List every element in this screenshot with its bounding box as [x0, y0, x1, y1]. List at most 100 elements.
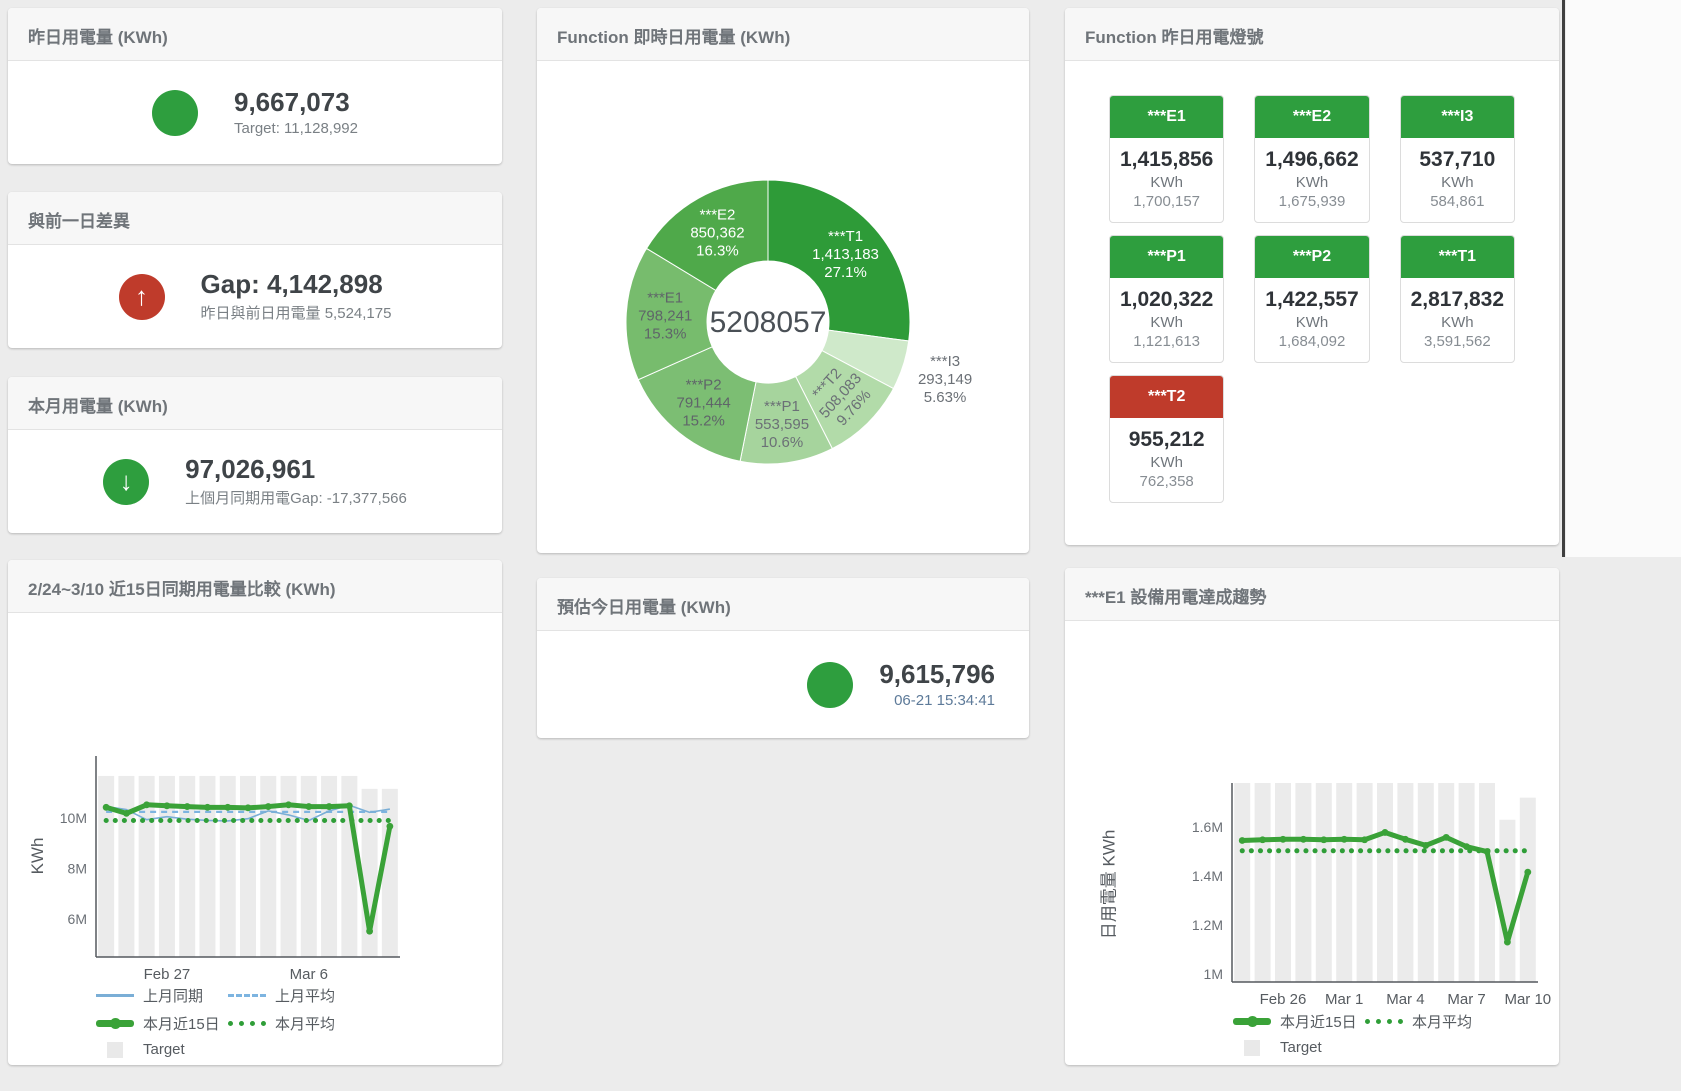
- legend-item-this-month-average[interactable]: 本月平均: [228, 1013, 360, 1034]
- target-bar: [1336, 783, 1353, 982]
- green-line-swatch-icon: [96, 1018, 134, 1029]
- realtime-usage-donut-chart[interactable]: ***T1 1,413,183 27.1% ***I3 293,149 5.63% ***T…: [537, 61, 1029, 553]
- realtime-donut-card: Function 即時日用電量 (KWh) ***T1 1,413,183 27.1…: [537, 8, 1029, 553]
- legend-item-last-month-same-period[interactable]: 上月同期: [96, 985, 228, 1006]
- series-point: [1238, 837, 1246, 844]
- light-tile-target: 584,861: [1430, 193, 1485, 210]
- arrow-up-icon: ↑: [135, 281, 149, 311]
- legend-label: Target: [1280, 1039, 1322, 1056]
- day-gap-title: 與前一日差異: [8, 192, 502, 245]
- series-point: [1300, 835, 1307, 843]
- light-tile-target: 762,358: [1139, 473, 1194, 490]
- donut-slice-label: ***E2 850,362 16.3%: [690, 206, 744, 259]
- y-tick-label: 1.4M: [1192, 868, 1223, 884]
- donut-slice-label: ***T2508,0839.76%: [803, 358, 879, 434]
- target-bar: [179, 775, 196, 957]
- legend-item-target[interactable]: Target: [96, 1041, 228, 1058]
- donut-slice-e2[interactable]: [645, 179, 769, 292]
- scrollbar-thumb[interactable]: [1562, 0, 1565, 557]
- legend-label: 本月平均: [275, 1016, 336, 1033]
- legend-item-this-month-average[interactable]: 本月平均: [1365, 1011, 1497, 1032]
- light-tile-target: 1,700,157: [1133, 193, 1201, 210]
- series-point: [1340, 835, 1348, 843]
- series-point: [224, 803, 232, 811]
- legend-item-target[interactable]: Target: [1233, 1039, 1365, 1056]
- target-bar: [118, 775, 135, 957]
- light-tile-unit: KWh: [1150, 174, 1183, 191]
- light-tile-value: 2,817,832: [1410, 288, 1505, 311]
- series-point: [1483, 848, 1491, 855]
- arrow-down-circle-icon: ↓: [103, 458, 150, 505]
- lights-card-title: Function 昨日用電燈號: [1065, 8, 1559, 61]
- light-tile-unit: KWh: [1441, 174, 1474, 191]
- target-bar: [1356, 783, 1373, 982]
- series-point: [123, 809, 130, 817]
- legend-item-this-month-15day[interactable]: 本月近15日: [1233, 1011, 1365, 1032]
- light-tile-value: 955,212: [1128, 428, 1205, 451]
- light-tile-p1: ***P1 1,020,322 KWh 1,121,613: [1109, 235, 1225, 363]
- target-bar: [1254, 783, 1271, 982]
- target-bar: [1315, 783, 1332, 982]
- y-tick-label: 8M: [68, 861, 87, 877]
- month-usage-title: 本月用電量 (KWh): [8, 377, 502, 430]
- yesterday-usage-value: 9,667,073: [234, 86, 350, 117]
- legend-label: Target: [143, 1041, 185, 1058]
- estimate-today-title: 預估今日用電量 (KWh): [537, 578, 1029, 631]
- donut-slice-p2[interactable]: [637, 346, 757, 462]
- e1-trend-chart-title: ***E1 設備用電達成趨勢: [1065, 568, 1559, 621]
- yesterday-usage-card: 昨日用電量 (KWh) 9,667,073 Target: 11,128,992: [8, 8, 502, 164]
- series-point: [1504, 938, 1511, 946]
- donut-slice-t1[interactable]: [767, 179, 911, 342]
- donut-slice-label: ***E1 798,241 15.3%: [638, 289, 692, 342]
- target-bar: [1234, 783, 1251, 982]
- legend-label: 上月平均: [275, 988, 336, 1005]
- realtime-donut-title: Function 即時日用電量 (KWh): [537, 8, 1029, 61]
- y-tick-label: 1.2M: [1192, 917, 1223, 933]
- e1-trend-chart[interactable]: 1M 1.2M 1.4M 1.6M Feb 26 Mar 1 Mar 4 Mar 7 Mar 1…: [1065, 621, 1559, 1011]
- series-point: [1463, 843, 1470, 851]
- target-bar: [381, 788, 398, 957]
- right-chart-legend: 本月近15日 本月平均 Target: [1233, 1011, 1497, 1063]
- legend-item-last-month-average[interactable]: 上月平均: [228, 985, 360, 1006]
- light-tile-e2: ***E2 1,496,662 KWh 1,675,939: [1254, 95, 1370, 223]
- right-chart-y-axis-label: 日用電量 KWh: [1099, 829, 1119, 940]
- target-bar: [1397, 783, 1414, 982]
- day-gap-value: Gap: 4,142,898: [200, 268, 383, 299]
- light-tile-unit: KWh: [1150, 314, 1183, 331]
- series-point: [204, 803, 211, 811]
- estimate-today-card: 預估今日用電量 (KWh) 9,615,796 06-21 15:34:41: [537, 578, 1029, 738]
- day-gap-stat: Gap: 4,142,898 昨日與前日用電量 5,524,175: [200, 268, 392, 324]
- light-tile-p2: ***P2 1,422,557 KWh 1,684,092: [1254, 235, 1370, 363]
- light-tile-status-header: ***E2: [1255, 96, 1369, 138]
- series-point: [1259, 836, 1266, 844]
- month-usage-value: 97,026,961: [185, 453, 316, 484]
- light-tile-t1: ***T1 2,817,832 KWh 3,591,562: [1399, 235, 1515, 363]
- x-tick-label: Feb 26: [1260, 991, 1307, 1008]
- target-bar: [260, 775, 277, 957]
- lights-card: Function 昨日用電燈號 ***E1 1,415,856 KWh 1,70…: [1065, 8, 1559, 545]
- target-bar: [280, 775, 297, 957]
- light-tile-e1: ***E1 1,415,856 KWh 1,700,157: [1109, 95, 1225, 223]
- yesterday-usage-stat: 9,667,073 Target: 11,128,992: [234, 86, 358, 138]
- green-dot-swatch-icon: [228, 1021, 266, 1026]
- x-tick-label: Mar 6: [290, 966, 328, 983]
- month-usage-card: 本月用電量 (KWh) ↓ 97,026,961 上個月同期用電Gap: -17…: [8, 377, 502, 533]
- compare-15day-chart-card: 2/24~3/10 近15日同期用電量比較 (KWh) 6M 8M 10M Feb 2…: [8, 560, 502, 1065]
- light-tile-t2: ***T2 955,212 KWh 762,358: [1109, 375, 1225, 503]
- legend-label: 上月同期: [143, 988, 204, 1005]
- light-tile-value: 1,415,856: [1119, 148, 1214, 171]
- compare-15day-chart[interactable]: 6M 8M 10M Feb 27 Mar 6: [8, 613, 502, 985]
- legend-label: 本月平均: [1412, 1014, 1473, 1031]
- estimate-today-timestamp: 06-21 15:34:41: [894, 692, 995, 710]
- target-bar: [321, 775, 338, 957]
- estimate-today-value: 9,615,796: [879, 658, 995, 689]
- light-tile-target: 1,675,939: [1278, 193, 1346, 210]
- legend-item-this-month-15day[interactable]: 本月近15日: [96, 1013, 228, 1034]
- target-bar: [199, 775, 216, 957]
- legend-label: 本月近15日: [143, 1016, 220, 1033]
- series-point: [1320, 836, 1328, 844]
- series-point: [366, 927, 373, 935]
- target-bar: [1417, 783, 1434, 982]
- light-tile-target: 3,591,562: [1423, 333, 1491, 350]
- status-circle-icon: [807, 661, 854, 708]
